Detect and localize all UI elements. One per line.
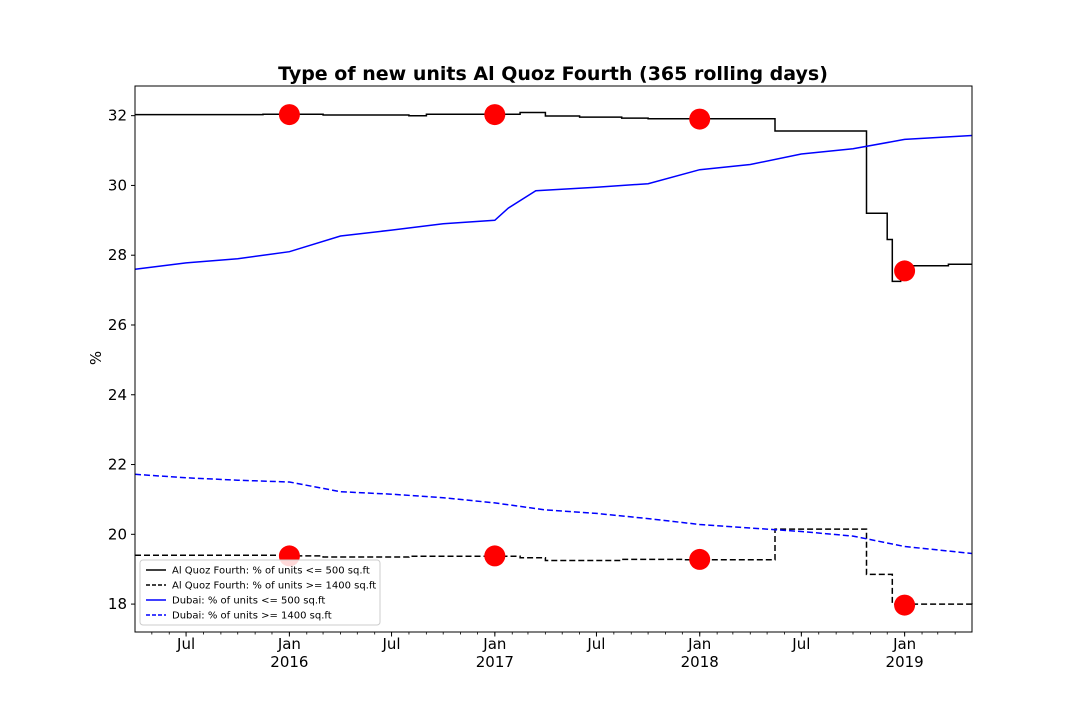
x-tick-year-label: 2019 xyxy=(886,653,924,671)
x-tick-label: Jul xyxy=(176,635,195,653)
x-tick-label: Jan xyxy=(892,635,916,653)
series-line-1 xyxy=(135,111,972,283)
legend: Al Quoz Fourth: % of units <= 500 sq.ft A… xyxy=(139,559,381,626)
y-tick-label: 32 xyxy=(108,107,127,125)
marker-point-4 xyxy=(894,260,916,282)
chart-title: Type of new units Al Quoz Fourth (365 ro… xyxy=(278,63,828,85)
x-tick-label: Jul xyxy=(791,635,810,653)
axes-frame xyxy=(134,85,973,633)
series-line-2 xyxy=(135,528,973,606)
x-tick-label: Jul xyxy=(586,635,605,653)
series-line-4 xyxy=(134,473,973,555)
x-tick-year-label: 2018 xyxy=(681,653,719,671)
x-tick-year-label: 2016 xyxy=(270,653,308,671)
y-tick-label: 22 xyxy=(108,456,127,474)
legend-label-1: Al Quoz Fourth: % of units <= 500 sq.ft xyxy=(172,566,370,577)
plot-area xyxy=(134,85,973,633)
marker-point-1 xyxy=(278,104,300,126)
y-tick-label: 20 xyxy=(108,525,127,543)
marker-point-7 xyxy=(689,548,711,570)
marker-point-8 xyxy=(894,594,916,616)
legend-label-2: Al Quoz Fourth: % of units >= 1400 sq.ft xyxy=(172,581,376,592)
y-axis-label: % xyxy=(87,351,105,365)
marker-point-3 xyxy=(689,108,711,130)
x-tick-year-label: 2017 xyxy=(476,653,514,671)
marker-point-2 xyxy=(484,104,506,126)
x-tick-label: Jul xyxy=(381,635,400,653)
x-tick-label: Jan xyxy=(277,635,301,653)
legend-label-4: Dubai: % of units >= 1400 sq.ft xyxy=(172,611,332,622)
y-tick-label: 30 xyxy=(108,176,127,194)
y-tick-label: 18 xyxy=(108,595,127,613)
y-tick-label: 24 xyxy=(108,386,127,404)
y-tick-label: 28 xyxy=(108,246,127,264)
y-axis: 18 20 22 24 26 28 30 32 xyxy=(108,107,135,613)
series-line-3 xyxy=(134,134,973,270)
legend-label-3: Dubai: % of units <= 500 sq.ft xyxy=(172,596,325,607)
x-tick-label: Jan xyxy=(687,635,711,653)
x-tick-label: Jan xyxy=(482,635,506,653)
marker-point-6 xyxy=(484,545,506,567)
legend-box xyxy=(139,559,381,626)
y-tick-label: 26 xyxy=(108,316,127,334)
